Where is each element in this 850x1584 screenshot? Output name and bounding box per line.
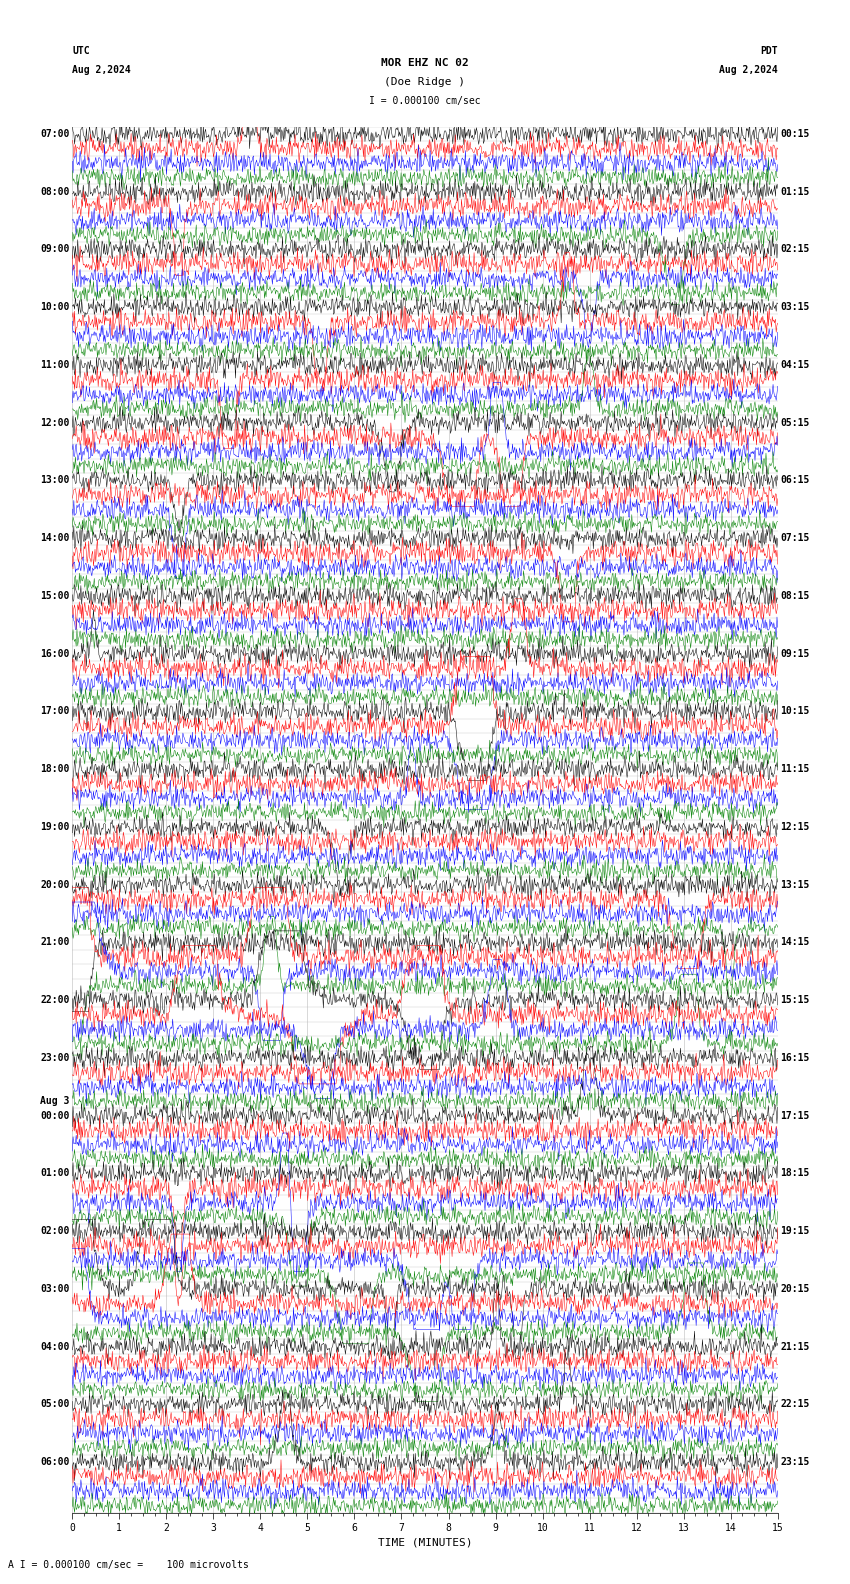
Text: 02:15: 02:15	[780, 244, 810, 255]
Text: 13:00: 13:00	[40, 475, 70, 485]
Text: 10:15: 10:15	[780, 706, 810, 716]
Text: 17:15: 17:15	[780, 1110, 810, 1121]
Text: Aug 2,2024: Aug 2,2024	[72, 65, 131, 74]
Text: Aug 2,2024: Aug 2,2024	[719, 65, 778, 74]
Text: 04:00: 04:00	[40, 1342, 70, 1351]
Text: 12:00: 12:00	[40, 418, 70, 428]
Text: 06:15: 06:15	[780, 475, 810, 485]
Text: 01:15: 01:15	[780, 187, 810, 196]
Text: 05:15: 05:15	[780, 418, 810, 428]
Text: 14:15: 14:15	[780, 938, 810, 947]
Text: 15:00: 15:00	[40, 591, 70, 600]
Text: 01:00: 01:00	[40, 1169, 70, 1178]
Text: 18:15: 18:15	[780, 1169, 810, 1178]
Text: 15:15: 15:15	[780, 995, 810, 1006]
Text: 11:00: 11:00	[40, 360, 70, 371]
Text: 23:00: 23:00	[40, 1053, 70, 1063]
Text: 14:00: 14:00	[40, 534, 70, 543]
Text: 10:00: 10:00	[40, 303, 70, 312]
Text: PDT: PDT	[760, 46, 778, 55]
Text: 05:00: 05:00	[40, 1399, 70, 1410]
Text: 13:15: 13:15	[780, 879, 810, 890]
Text: UTC: UTC	[72, 46, 90, 55]
Text: 20:00: 20:00	[40, 879, 70, 890]
Text: 08:00: 08:00	[40, 187, 70, 196]
Text: MOR EHZ NC 02: MOR EHZ NC 02	[381, 59, 469, 68]
X-axis label: TIME (MINUTES): TIME (MINUTES)	[377, 1538, 473, 1548]
Text: Aug 3: Aug 3	[40, 1096, 70, 1106]
Text: 02:00: 02:00	[40, 1226, 70, 1236]
Text: 17:00: 17:00	[40, 706, 70, 716]
Text: 11:15: 11:15	[780, 763, 810, 775]
Text: 22:15: 22:15	[780, 1399, 810, 1410]
Text: 19:00: 19:00	[40, 822, 70, 832]
Text: 23:15: 23:15	[780, 1457, 810, 1467]
Text: 09:15: 09:15	[780, 649, 810, 659]
Text: 07:15: 07:15	[780, 534, 810, 543]
Text: 03:00: 03:00	[40, 1285, 70, 1294]
Text: (Doe Ridge ): (Doe Ridge )	[384, 78, 466, 87]
Text: 21:00: 21:00	[40, 938, 70, 947]
Text: 08:15: 08:15	[780, 591, 810, 600]
Text: A I = 0.000100 cm/sec =    100 microvolts: A I = 0.000100 cm/sec = 100 microvolts	[8, 1560, 249, 1570]
Text: I = 0.000100 cm/sec: I = 0.000100 cm/sec	[369, 97, 481, 106]
Text: 09:00: 09:00	[40, 244, 70, 255]
Text: 03:15: 03:15	[780, 303, 810, 312]
Text: 00:15: 00:15	[780, 128, 810, 139]
Text: 19:15: 19:15	[780, 1226, 810, 1236]
Text: 16:15: 16:15	[780, 1053, 810, 1063]
Text: 21:15: 21:15	[780, 1342, 810, 1351]
Text: 04:15: 04:15	[780, 360, 810, 371]
Text: 18:00: 18:00	[40, 763, 70, 775]
Text: 12:15: 12:15	[780, 822, 810, 832]
Text: 20:15: 20:15	[780, 1285, 810, 1294]
Text: 06:00: 06:00	[40, 1457, 70, 1467]
Text: 07:00: 07:00	[40, 128, 70, 139]
Text: 00:00: 00:00	[40, 1110, 70, 1121]
Text: 22:00: 22:00	[40, 995, 70, 1006]
Text: 16:00: 16:00	[40, 649, 70, 659]
